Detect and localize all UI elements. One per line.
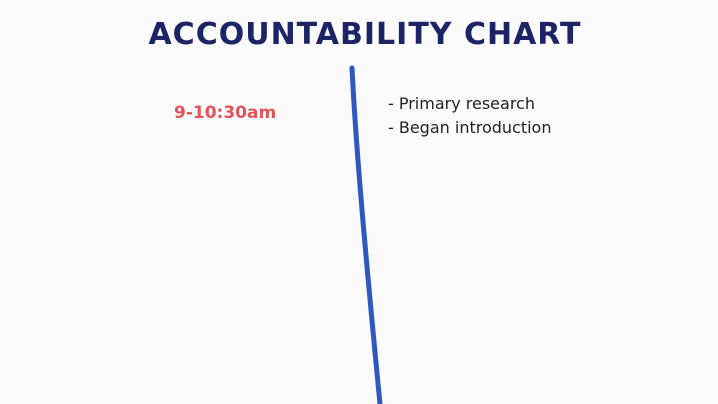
title: ACCOUNTABILITY CHART — [148, 17, 581, 52]
item: - Primary research — [388, 94, 535, 113]
time-label: 9-10:30am — [174, 103, 276, 123]
divider-line — [349, 65, 383, 404]
item: - Began introduction — [388, 118, 551, 137]
